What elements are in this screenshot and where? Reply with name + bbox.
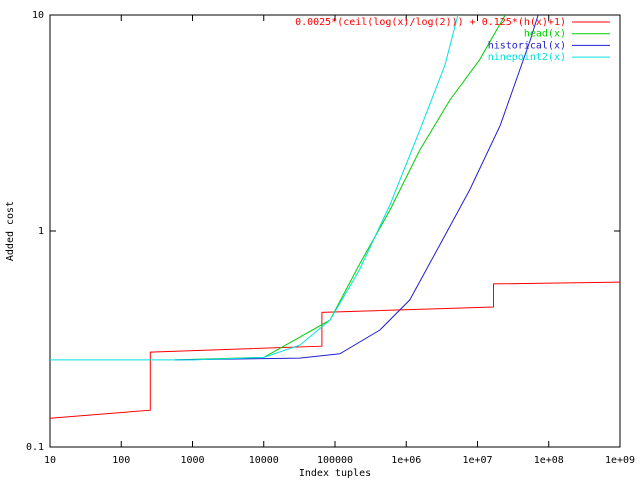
legend-label: 0.0025*(ceil(log(x)/log(2))) + 0.125*(h(… [295, 17, 566, 28]
x-tick-label: 1e+08 [534, 455, 564, 466]
y-tick-label: 0.1 [26, 442, 44, 453]
series-line [50, 15, 459, 361]
legend-label: ninepoint2(x) [488, 52, 566, 63]
x-tick-label: 1e+07 [462, 455, 492, 466]
x-tick-label: 10000 [249, 455, 279, 466]
legend-label: historical(x) [488, 40, 566, 51]
x-tick-label: 100000 [317, 455, 353, 466]
y-tick-label: 10 [32, 10, 44, 21]
y-tick-label: 1 [38, 226, 44, 237]
y-axis-label: Added cost [5, 201, 16, 261]
x-tick-label: 1e+06 [391, 455, 421, 466]
series-line [174, 15, 539, 361]
x-tick-label: 1000 [180, 455, 204, 466]
x-axis-label: Index tuples [299, 468, 371, 479]
x-tick-label: 100 [112, 455, 130, 466]
plot-frame [49, 14, 621, 448]
legend-label: head(x) [524, 29, 566, 40]
plot-area [50, 15, 620, 419]
series-line [50, 281, 620, 419]
series-line [174, 15, 506, 361]
x-tick-label: 10 [44, 455, 56, 466]
x-tick-label: 1e+09 [605, 455, 635, 466]
